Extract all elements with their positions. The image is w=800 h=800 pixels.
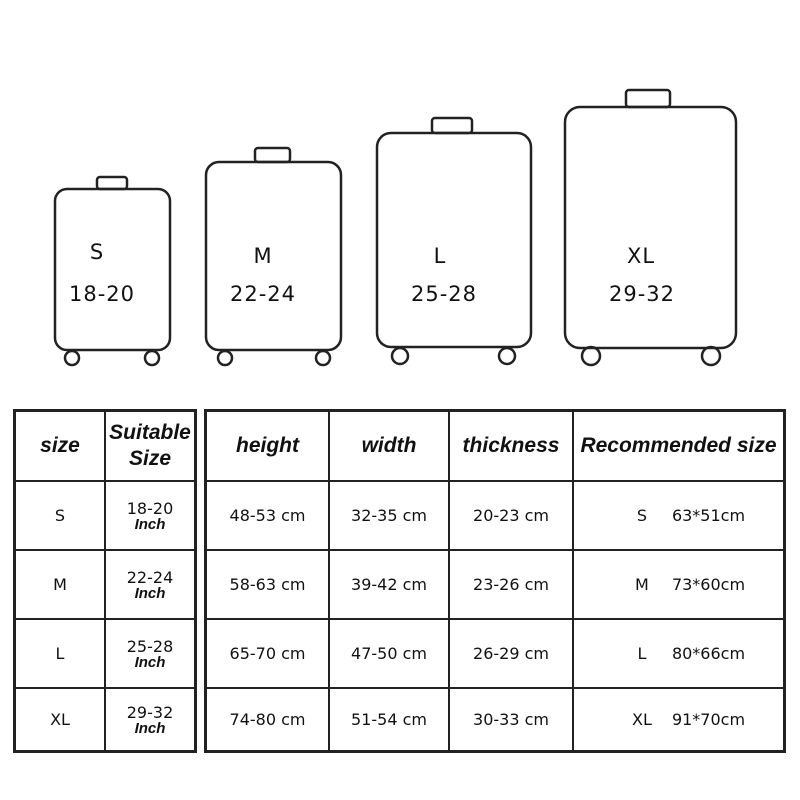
suitcase-s-icon bbox=[53, 175, 172, 367]
suitable-size-cell: 22-24 Inch bbox=[104, 548, 197, 620]
header-recommended-size: Recommended size bbox=[572, 409, 786, 482]
suitcase-s-range: 18-20 bbox=[68, 282, 136, 306]
header-height: height bbox=[204, 409, 330, 482]
table-row: L 25-28 Inch bbox=[13, 617, 197, 689]
recommended-size-cell: XL 91*70cm bbox=[572, 686, 786, 753]
header-size: size bbox=[13, 409, 106, 482]
suitcase-illustrations bbox=[53, 88, 738, 367]
width-cell: 51-54 cm bbox=[328, 686, 450, 753]
dimensions-table: height width thickness Recommended size … bbox=[204, 409, 786, 753]
height-cell: 74-80 cm bbox=[204, 686, 330, 753]
table-row: 48-53 cm 32-35 cm 20-23 cm S 63*51cm bbox=[204, 479, 786, 551]
suitable-size-cell: 25-28 Inch bbox=[104, 617, 197, 689]
width-cell: 47-50 cm bbox=[328, 617, 450, 689]
suitcase-m-range: 22-24 bbox=[229, 282, 297, 306]
thickness-cell: 20-23 cm bbox=[448, 479, 574, 551]
inch-unit: Inch bbox=[134, 719, 166, 737]
height-cell: 65-70 cm bbox=[204, 617, 330, 689]
suitable-size-value: 22-24 bbox=[126, 567, 174, 587]
table-row: 58-63 cm 39-42 cm 23-26 cm M 73*60cm bbox=[204, 548, 786, 620]
recommended-size-label: L bbox=[637, 643, 647, 663]
suitcase-l-range: 25-28 bbox=[410, 282, 478, 306]
size-cell: S bbox=[13, 479, 106, 551]
inch-unit: Inch bbox=[134, 584, 166, 602]
suitable-size-cell: 29-32 Inch bbox=[104, 686, 197, 753]
suitcase-s-size: S bbox=[89, 240, 105, 264]
suitcase-xl-size: XL bbox=[626, 244, 656, 268]
recommended-size-dims: 73*60cm bbox=[671, 574, 746, 594]
size-cell: XL bbox=[13, 686, 106, 753]
inch-unit: Inch bbox=[134, 515, 166, 533]
recommended-size-cell: M 73*60cm bbox=[572, 548, 786, 620]
suitcase-l-size: L bbox=[433, 244, 447, 268]
thickness-cell: 26-29 cm bbox=[448, 617, 574, 689]
recommended-size-dims: 91*70cm bbox=[671, 709, 746, 729]
suitcase-l-icon bbox=[375, 116, 533, 366]
width-cell: 39-42 cm bbox=[328, 548, 450, 620]
header-suitable-size: Suitable Size bbox=[104, 409, 197, 482]
suitable-size-value: 25-28 bbox=[126, 636, 174, 656]
recommended-size-label: M bbox=[635, 574, 649, 594]
thickness-cell: 30-33 cm bbox=[448, 686, 574, 753]
suitable-size-cell: 18-20 Inch bbox=[104, 479, 197, 551]
width-cell: 32-35 cm bbox=[328, 479, 450, 551]
recommended-size-cell: S 63*51cm bbox=[572, 479, 786, 551]
suitcase-m-icon bbox=[204, 146, 343, 367]
height-cell: 48-53 cm bbox=[204, 479, 330, 551]
header-width: width bbox=[328, 409, 450, 482]
size-cell: L bbox=[13, 617, 106, 689]
header-thickness: thickness bbox=[448, 409, 574, 482]
recommended-size-cell: L 80*66cm bbox=[572, 617, 786, 689]
table-row: XL 29-32 Inch bbox=[13, 686, 197, 753]
suitcase-xl-icon bbox=[563, 88, 738, 367]
table-row: S 18-20 Inch bbox=[13, 479, 197, 551]
suitcase-xl-range: 29-32 bbox=[608, 282, 676, 306]
height-cell: 58-63 cm bbox=[204, 548, 330, 620]
suitable-size-value: 29-32 bbox=[126, 702, 174, 722]
inch-unit: Inch bbox=[134, 653, 166, 671]
thickness-cell: 23-26 cm bbox=[448, 548, 574, 620]
table-row: 74-80 cm 51-54 cm 30-33 cm XL 91*70cm bbox=[204, 686, 786, 753]
recommended-size-dims: 80*66cm bbox=[671, 643, 746, 663]
size-cell: M bbox=[13, 548, 106, 620]
recommended-size-label: S bbox=[636, 505, 648, 525]
suitable-size-value: 18-20 bbox=[126, 498, 174, 518]
recommended-size-label: XL bbox=[632, 709, 652, 729]
table-row: 65-70 cm 47-50 cm 26-29 cm L 80*66cm bbox=[204, 617, 786, 689]
table-row: M 22-24 Inch bbox=[13, 548, 197, 620]
suitcase-m-size: M bbox=[253, 244, 273, 268]
recommended-size-dims: 63*51cm bbox=[671, 505, 746, 525]
suitable-size-table: size Suitable Size S 18-20 Inch M 22-24 Inch L… bbox=[13, 409, 197, 753]
